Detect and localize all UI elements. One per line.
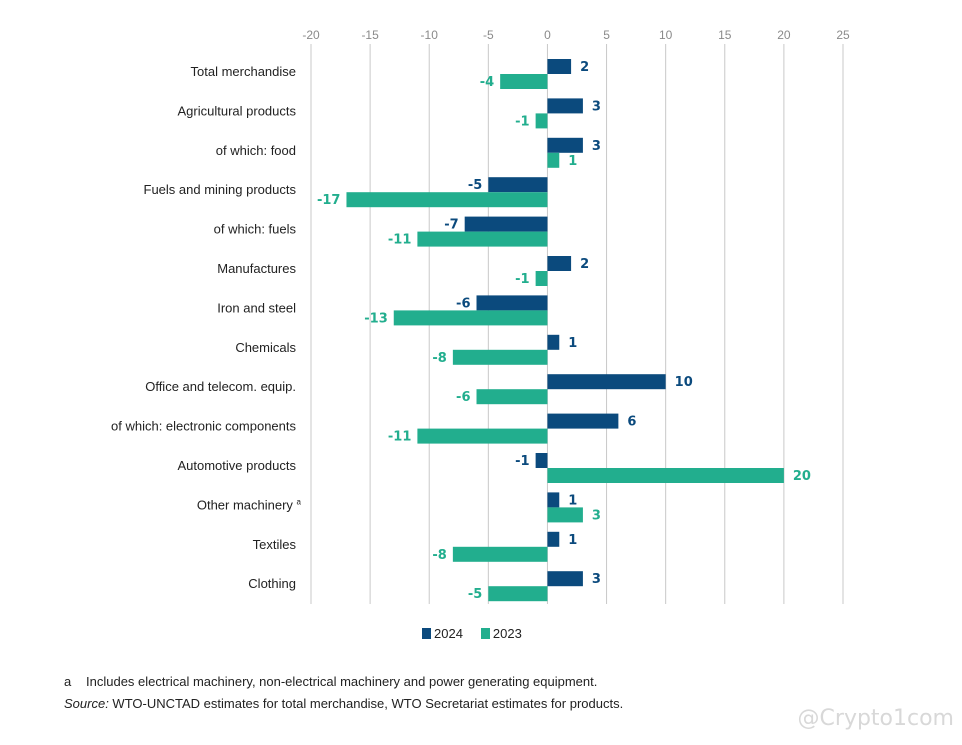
watermark: @Crypto1com: [797, 706, 954, 731]
bar-chart: -20 -15 -10 -5 0 5 10 15 20 25 Total merchandise A…: [111, 28, 850, 604]
legend-item-2023: 2023: [480, 626, 522, 641]
data-label-2024: 1: [568, 336, 577, 351]
x-tick-label: 15: [718, 28, 732, 42]
category-label: Agricultural products: [178, 103, 297, 118]
data-label-2023: -11: [388, 430, 412, 445]
legend-item-2024: 2024: [422, 626, 463, 641]
category-label: Total merchandise: [191, 64, 297, 79]
bar-2024: [547, 531, 560, 547]
data-label-2024: 6: [627, 415, 636, 430]
data-label-2024: -5: [468, 178, 482, 193]
x-tick-label: 20: [777, 28, 791, 42]
bar-2024: [547, 137, 583, 153]
category-label: Fuels and mining products: [144, 182, 297, 197]
x-tick-label: -10: [421, 28, 439, 42]
bar-2023: [488, 586, 548, 602]
category-label: Other machinery a: [197, 497, 302, 512]
bar-2023: [346, 192, 548, 208]
source-note: Source: WTO-UNCTAD estimates for total m…: [64, 696, 623, 711]
x-tick-label: -20: [302, 28, 320, 42]
footnote-a: a Includes electrical machinery, non-elec…: [64, 674, 597, 689]
data-label-2024: 2: [580, 257, 589, 272]
x-tick-label: 0: [544, 28, 551, 42]
category-label: Textiles: [253, 537, 297, 552]
bar-2023: [452, 546, 548, 562]
bar-2023: [452, 349, 548, 365]
legend-swatch-2024: [422, 628, 431, 639]
data-label-2023: 20: [793, 469, 811, 484]
x-tick-label: 10: [659, 28, 673, 42]
bar-2023: [535, 113, 548, 129]
category-label: Clothing: [248, 576, 296, 591]
category-label: of which: food: [216, 143, 296, 158]
category-label: Manufactures: [217, 261, 296, 276]
data-label-2024: 2: [580, 60, 589, 75]
data-label-2023: -1: [515, 272, 529, 287]
footnote-marker: a: [64, 674, 72, 689]
bar-2024: [547, 334, 560, 350]
legend-swatch-2023: [480, 628, 490, 639]
data-label-2024: 3: [592, 99, 601, 114]
bar-2023: [417, 231, 548, 247]
data-label-2023: -8: [432, 351, 446, 366]
bar-2023: [535, 271, 548, 286]
data-label-2024: 10: [675, 375, 693, 390]
bar-2023: [393, 310, 548, 326]
footnote-text: Includes electrical machinery, non-elect…: [86, 674, 598, 689]
bar-2024: [547, 98, 583, 114]
data-label-2024: 3: [592, 572, 601, 587]
bar-2023: [417, 428, 548, 444]
data-label-2024: 1: [568, 533, 577, 548]
bar-2023: [500, 74, 548, 89]
data-labels: 2-43-131-5-17-7-112-1-6-131-810-66-11-12…: [317, 60, 811, 602]
data-label-2024: -6: [456, 296, 470, 311]
data-label-2023: -5: [468, 587, 482, 602]
legend-label-2023: 2023: [492, 626, 522, 641]
data-label-2023: -1: [515, 114, 529, 129]
bar-2024: [547, 413, 619, 429]
data-label-2023: 3: [592, 508, 601, 523]
bar-2024: [547, 374, 666, 390]
bar-2024: [535, 453, 548, 468]
x-tick-label: 5: [603, 28, 610, 42]
data-label-2024: 1: [568, 493, 577, 508]
legend-label-2024: 2024: [434, 626, 463, 641]
data-label-2023: -4: [480, 75, 494, 90]
bar-2023: [476, 389, 548, 405]
data-label-2023: -11: [388, 233, 412, 248]
category-label: of which: electronic components: [111, 419, 296, 434]
category-label: Office and telecom. equip.: [145, 379, 296, 394]
category-labels: Total merchandise Agricultural products of…: [111, 64, 302, 591]
data-label-2024: -7: [444, 218, 458, 233]
bars: [346, 59, 784, 602]
x-tick-label: -15: [361, 28, 379, 42]
bar-2024: [547, 256, 572, 271]
category-label: Automotive products: [177, 458, 296, 473]
bar-2023: [547, 152, 560, 168]
data-label-2023: 1: [568, 154, 577, 169]
data-label-2023: -6: [456, 390, 470, 405]
x-tick-label: 25: [836, 28, 850, 42]
data-label-2024: 3: [592, 139, 601, 154]
x-axis-ticks: -20 -15 -10 -5 0 5 10 15 20 25: [302, 28, 850, 42]
category-label: Chemicals: [235, 340, 296, 355]
bar-2024: [464, 216, 548, 232]
data-label-2023: -13: [364, 311, 388, 326]
legend: 2024 2023: [422, 626, 522, 641]
bar-2024: [547, 571, 583, 587]
bar-2024: [547, 492, 560, 508]
data-label-2023: -8: [432, 548, 446, 563]
category-label: of which: fuels: [214, 222, 297, 237]
data-label-2023: -17: [317, 193, 341, 208]
bar-2024: [547, 59, 572, 74]
data-label-2024: -1: [515, 454, 529, 469]
x-tick-label: -5: [483, 28, 494, 42]
category-label: Iron and steel: [217, 300, 296, 315]
source-text: WTO-UNCTAD estimates for total merchandi…: [108, 696, 624, 711]
bar-2023: [547, 507, 583, 523]
bar-2024: [488, 177, 548, 193]
source-label: Source:: [64, 696, 109, 711]
bar-2024: [476, 295, 548, 311]
bar-2023: [547, 468, 784, 483]
